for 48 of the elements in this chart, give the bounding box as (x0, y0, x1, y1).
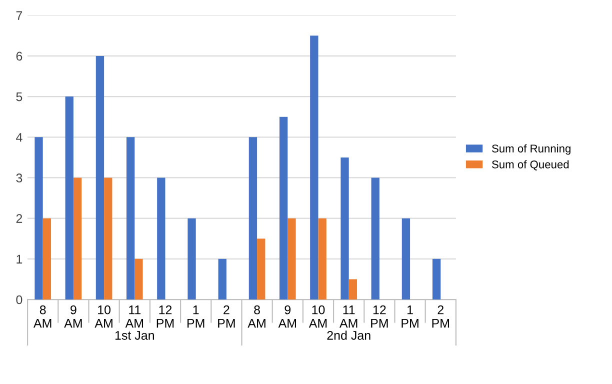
bar (218, 258, 226, 300)
x-tick-label: 8 AM (248, 305, 266, 328)
bar (432, 258, 441, 300)
text: 1st Jan (115, 331, 154, 340)
x-tick-label: 2 PM (432, 305, 449, 328)
x-tick-label: 11 AM (125, 306, 143, 328)
y-tick-label: 6 (16, 52, 22, 61)
legend-label: Sum of Queued (492, 160, 569, 170)
bar (157, 178, 166, 300)
bar (248, 137, 258, 300)
bar (288, 218, 296, 300)
bar (126, 137, 135, 300)
bar (257, 238, 266, 300)
bar (96, 56, 104, 300)
y-tick-label: 3 (16, 174, 22, 182)
bar (42, 218, 51, 300)
y-tick-label: 7 (16, 11, 22, 20)
bar (348, 279, 357, 300)
x-tick-label: 9 AM (64, 305, 82, 328)
y-tick-label: 5 (16, 92, 22, 102)
bar (73, 178, 82, 300)
text: 2nd Jan (327, 330, 370, 340)
bar (340, 157, 349, 300)
bar (371, 178, 380, 300)
y-tick-label: 2 (16, 214, 22, 223)
y-tick-label: 4 (16, 133, 22, 142)
x-tick-label: 2 PM (218, 305, 235, 328)
bar (34, 137, 43, 300)
y-tick-label: 1 (16, 254, 22, 264)
bar (104, 178, 112, 300)
bar (188, 218, 196, 300)
bar (279, 116, 288, 300)
x-tick-label: 12 PM (371, 305, 388, 328)
x-tick-label: 9 AM (278, 305, 296, 328)
legend-label: Sum of Running (492, 144, 570, 155)
x-tick-label: 11 AM (339, 306, 358, 328)
x-tick-label: 8 AM (33, 305, 52, 328)
bar (318, 218, 326, 300)
bar (402, 218, 410, 300)
y-tick-label: 0 (16, 295, 22, 304)
bar (310, 36, 318, 300)
bar (134, 258, 143, 300)
x-tick-label: 10 AM (94, 305, 112, 328)
x-tick-label: 10 AM (308, 305, 327, 328)
x-tick-label: 1 PM (402, 306, 418, 328)
x-tick-label: 1 PM (187, 306, 204, 328)
x-tick-label: 12 PM (156, 305, 174, 328)
bar (65, 96, 74, 300)
